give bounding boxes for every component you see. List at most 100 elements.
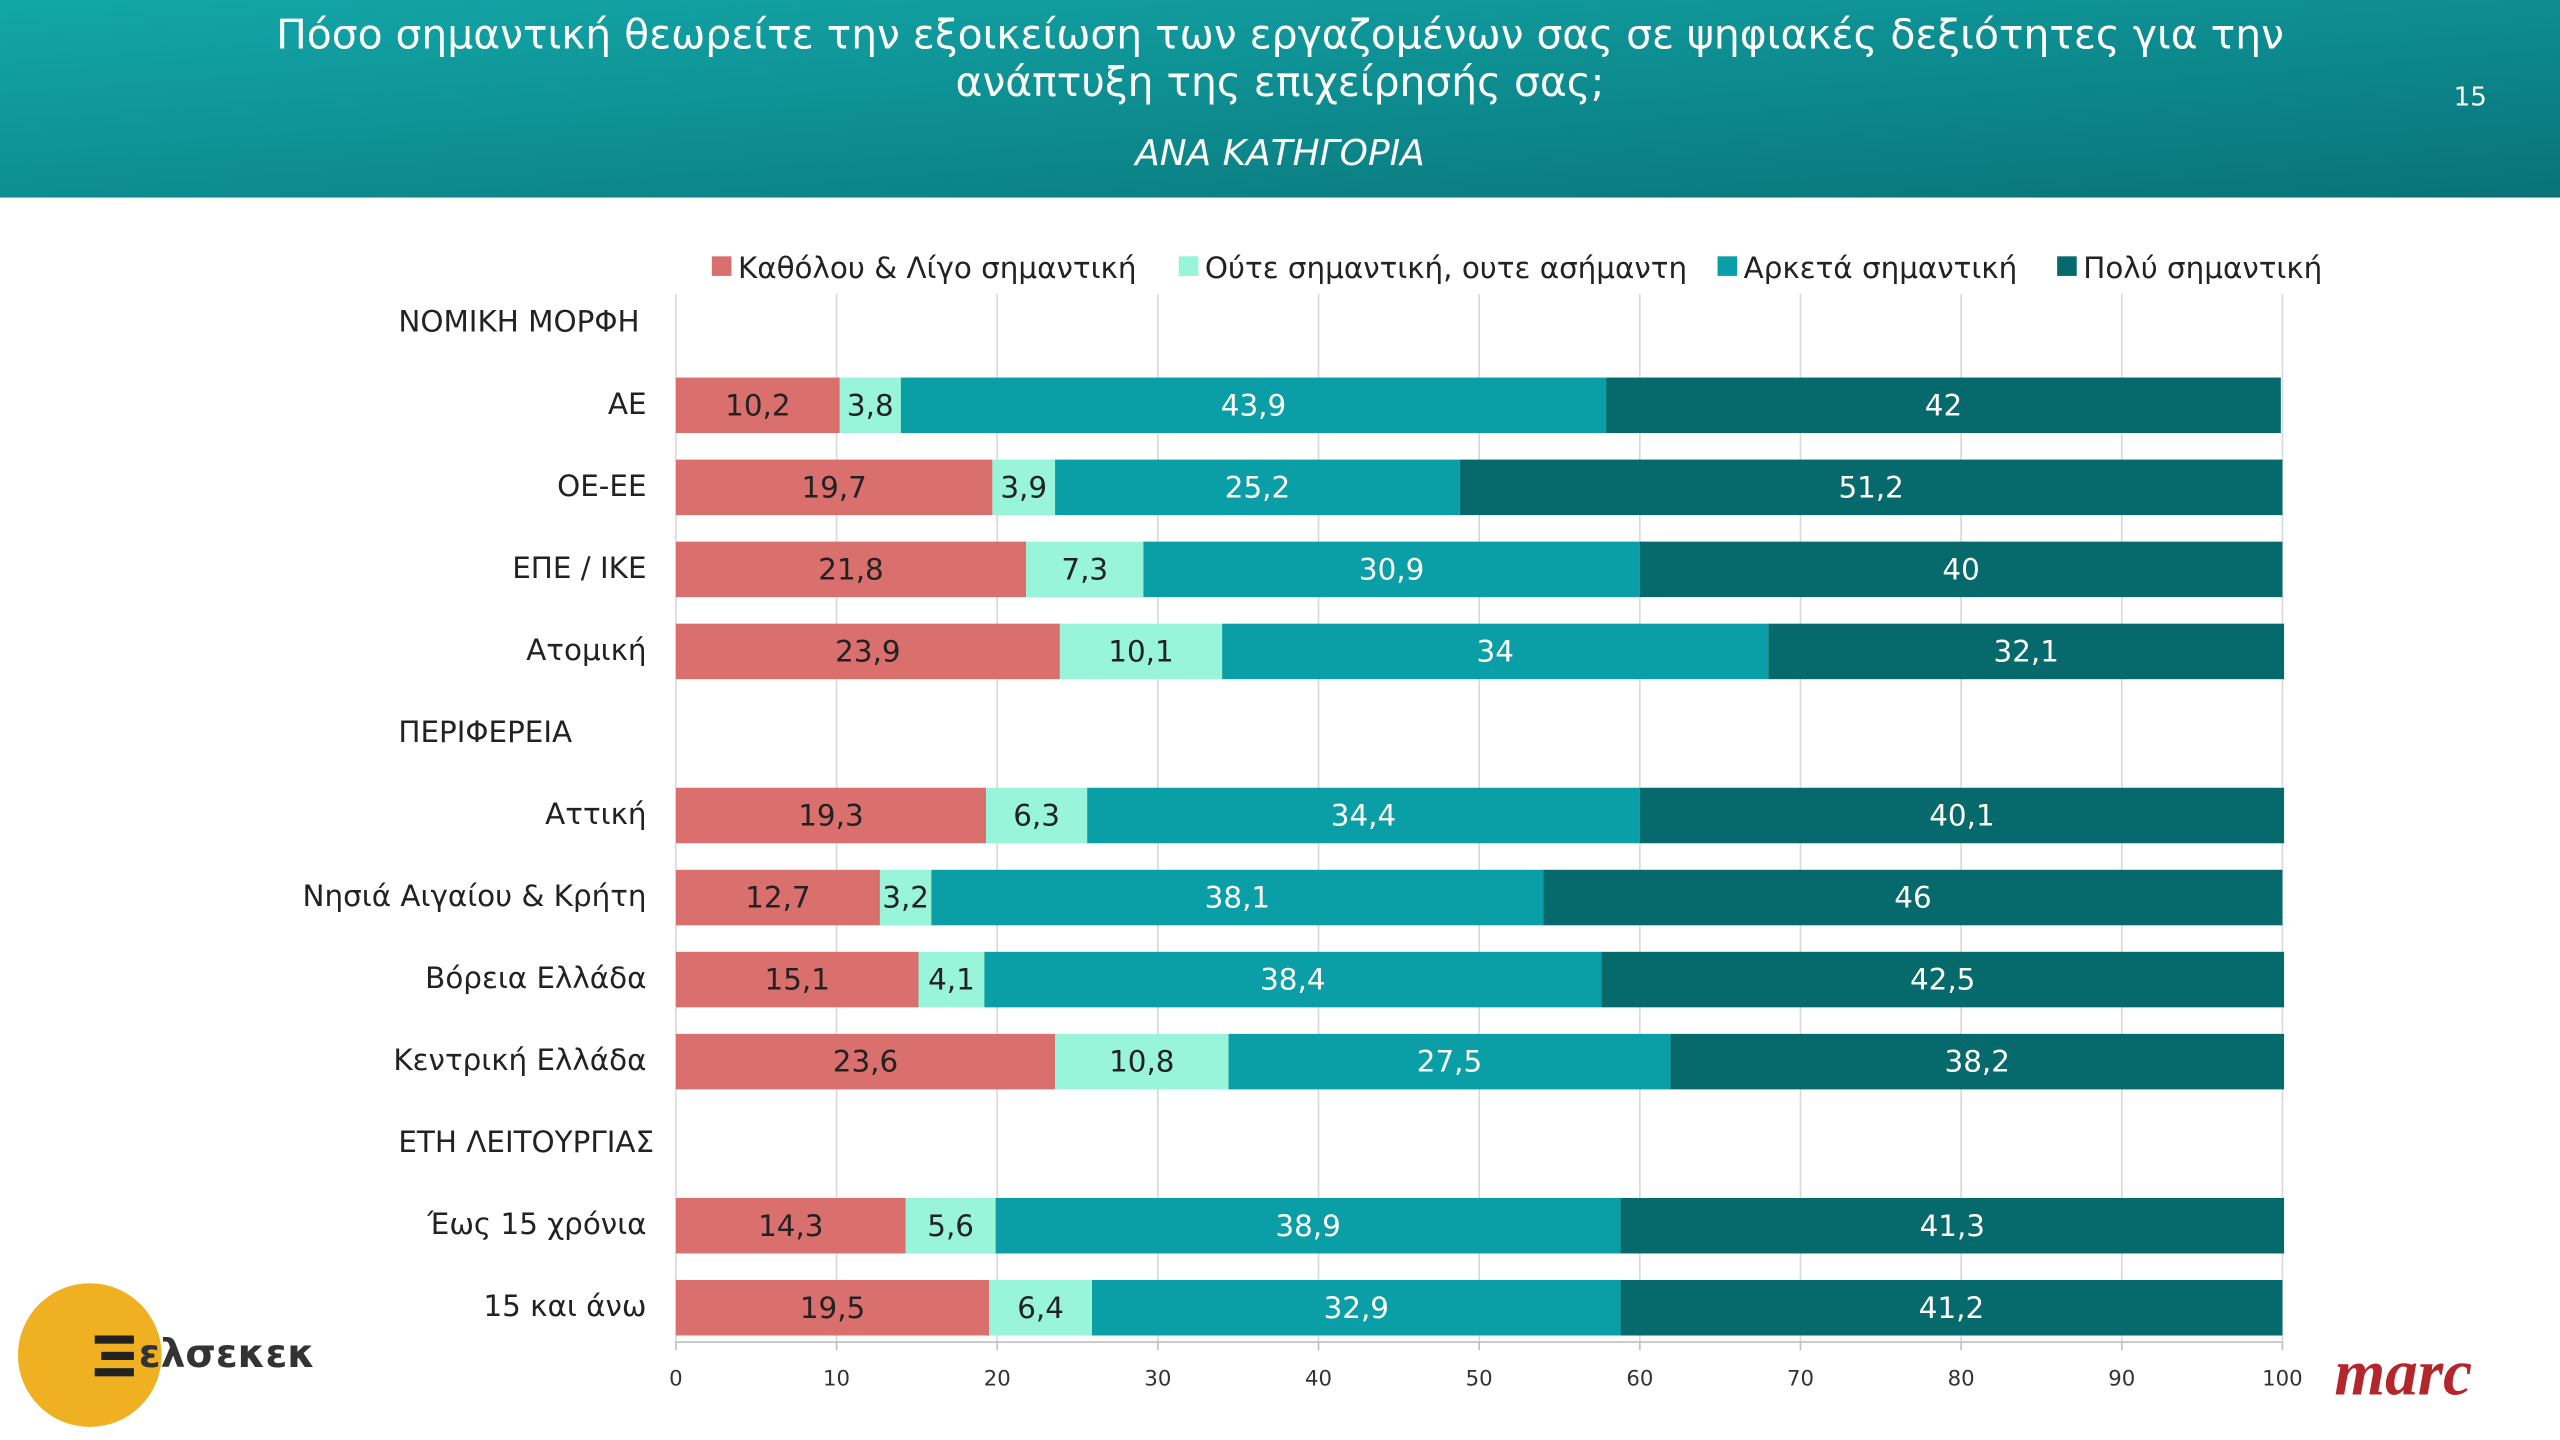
group-header: ΕΤΗ ΛΕΙΤΟΥΡΓΙΑΣ bbox=[398, 1125, 654, 1159]
bar-segment bbox=[995, 1197, 1621, 1254]
bar-segment bbox=[1620, 1280, 2283, 1336]
bar-segment bbox=[1601, 951, 2285, 1008]
value-label: 19,7 bbox=[801, 470, 866, 504]
value-label: 19,3 bbox=[798, 799, 863, 833]
logo-bar bbox=[94, 1335, 134, 1344]
value-label: 40 bbox=[1942, 553, 1979, 587]
value-label: 23,6 bbox=[833, 1045, 898, 1079]
logo-circle bbox=[17, 1283, 162, 1427]
value-label: 3,2 bbox=[882, 881, 929, 915]
bar-segment bbox=[675, 1197, 906, 1254]
value-label: 6,4 bbox=[1017, 1291, 1064, 1325]
bar-segment bbox=[675, 459, 993, 516]
x-tick-label: 30 bbox=[1144, 1367, 1171, 1392]
value-label: 34,4 bbox=[1331, 799, 1396, 833]
logo-right: marc bbox=[2334, 1338, 2472, 1410]
legend-label: Αρκετά σημαντική bbox=[1744, 251, 2018, 285]
x-tick-label: 70 bbox=[1787, 1367, 1814, 1392]
value-label: 38,2 bbox=[1945, 1045, 2010, 1079]
bar-segment bbox=[675, 1033, 1056, 1090]
bar-segment bbox=[989, 1280, 1093, 1336]
value-label: 3,8 bbox=[847, 388, 894, 422]
bar-segment bbox=[675, 623, 1060, 680]
value-label: 10,2 bbox=[725, 388, 790, 422]
y-tick-label: ΑΕ bbox=[608, 387, 647, 421]
logo-bar bbox=[94, 1368, 134, 1377]
bar-segment bbox=[675, 1280, 990, 1336]
value-label: 32,1 bbox=[1994, 635, 2059, 669]
bar-segment bbox=[1639, 541, 2283, 598]
bar-segment bbox=[984, 951, 1602, 1008]
value-label: 4,1 bbox=[928, 963, 975, 997]
bar-segment bbox=[1620, 1197, 2285, 1254]
value-label: 43,9 bbox=[1221, 388, 1286, 422]
value-label: 38,4 bbox=[1260, 963, 1325, 997]
bar-segment bbox=[1228, 1033, 1671, 1090]
y-tick-label: Αττική bbox=[545, 797, 646, 831]
logo-left: ελσεκεκ bbox=[17, 1283, 315, 1427]
value-label: 7,3 bbox=[1061, 553, 1108, 587]
value-label: 42,5 bbox=[1910, 963, 1975, 997]
bar-segment bbox=[1459, 459, 2283, 516]
bar-segment bbox=[1222, 623, 1769, 680]
title-line-1: Πόσο σημαντική θεωρείτε την εξοικείωση τ… bbox=[276, 11, 2284, 59]
bar-segment bbox=[1055, 459, 1460, 516]
value-label: 34 bbox=[1477, 635, 1514, 669]
x-tick-label: 0 bbox=[669, 1367, 683, 1392]
x-tick-label: 10 bbox=[823, 1367, 850, 1392]
bar-segment bbox=[1143, 541, 1640, 598]
bar-segment bbox=[931, 869, 1544, 926]
bar-segment bbox=[1087, 787, 1640, 844]
bar-segment bbox=[839, 377, 901, 434]
legend-label: Καθόλου & Λίγο σημαντική bbox=[738, 251, 1136, 285]
value-label: 41,2 bbox=[1919, 1291, 1984, 1325]
bar-segment bbox=[1092, 1280, 1621, 1336]
value-label: 23,9 bbox=[835, 635, 900, 669]
legend-label: Πολύ σημαντική bbox=[2083, 251, 2322, 285]
x-tick-label: 100 bbox=[2262, 1367, 2303, 1392]
value-label: 40,1 bbox=[1929, 799, 1994, 833]
value-label: 46 bbox=[1894, 881, 1931, 915]
bar-segment bbox=[879, 869, 932, 926]
y-tick-label: Βόρεια Ελλάδα bbox=[425, 961, 646, 995]
bar-segment bbox=[1768, 623, 2285, 680]
bar-segment bbox=[675, 787, 986, 844]
bar-segment bbox=[1606, 377, 2281, 434]
bar-segment bbox=[675, 951, 919, 1008]
x-tick-label: 40 bbox=[1305, 1367, 1332, 1392]
legend-swatch bbox=[1178, 256, 1199, 276]
bar-segment bbox=[905, 1197, 996, 1254]
y-tick-label: Έως 15 χρόνια bbox=[426, 1207, 646, 1241]
x-tick-label: 90 bbox=[2108, 1367, 2135, 1392]
bar-segment bbox=[900, 377, 1607, 434]
y-tick-label: Κεντρική Ελλάδα bbox=[393, 1043, 646, 1077]
y-tick-label: Ατομική bbox=[526, 633, 646, 667]
bar-segment bbox=[1543, 869, 2283, 926]
value-label: 32,9 bbox=[1324, 1291, 1389, 1325]
value-label: 27,5 bbox=[1417, 1045, 1482, 1079]
group-header: ΝΟΜΙΚΗ ΜΟΡΦΗ bbox=[398, 305, 639, 339]
bar-segment bbox=[1639, 787, 2285, 844]
bar-segment bbox=[675, 377, 840, 434]
bar-segment bbox=[675, 869, 880, 926]
title-line-2: ανάπτυξη της επιχείρησής σας; bbox=[956, 58, 1605, 106]
legend-swatch bbox=[711, 256, 732, 276]
value-label: 19,5 bbox=[800, 1291, 865, 1325]
value-label: 30,9 bbox=[1359, 553, 1424, 587]
value-label: 6,3 bbox=[1013, 799, 1060, 833]
bar-segment bbox=[1059, 623, 1223, 680]
value-label: 41,3 bbox=[1920, 1209, 1985, 1243]
value-label: 42 bbox=[1925, 388, 1962, 422]
x-tick-label: 20 bbox=[984, 1367, 1011, 1392]
value-label: 38,1 bbox=[1205, 881, 1270, 915]
y-tick-label: ΕΠΕ / ΙΚΕ bbox=[512, 551, 646, 585]
value-label: 5,6 bbox=[927, 1209, 974, 1243]
x-tick-label: 60 bbox=[1626, 1367, 1653, 1392]
legend-label: Ούτε σημαντική, ουτε ασήμαντη bbox=[1205, 251, 1687, 285]
bar-segment bbox=[1055, 1033, 1229, 1090]
value-label: 15,1 bbox=[765, 963, 830, 997]
bar-segment bbox=[918, 951, 985, 1008]
value-label: 25,2 bbox=[1225, 470, 1290, 504]
header-band bbox=[0, 0, 2560, 198]
